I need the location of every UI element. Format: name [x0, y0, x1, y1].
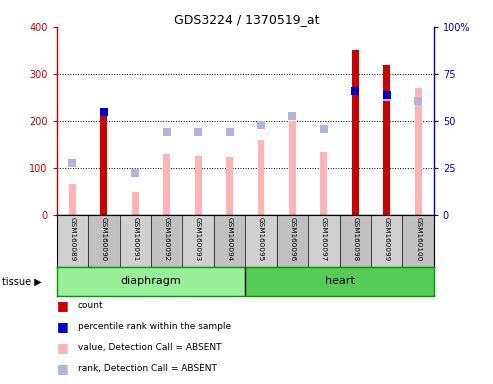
Text: GSM160094: GSM160094	[227, 217, 233, 262]
Text: GSM160091: GSM160091	[132, 217, 138, 262]
Bar	[101, 116, 107, 215]
Text: GSM160100: GSM160100	[415, 217, 421, 262]
Bar	[340, 215, 371, 267]
Text: rank, Detection Call = ABSENT: rank, Detection Call = ABSENT	[78, 364, 217, 373]
Text: GSM160096: GSM160096	[289, 217, 295, 262]
Bar	[371, 215, 402, 267]
Text: ■: ■	[57, 299, 69, 312]
Bar	[402, 215, 434, 267]
Text: GSM160097: GSM160097	[321, 217, 327, 262]
Bar	[119, 215, 151, 267]
Bar	[69, 184, 76, 215]
Point	[131, 170, 139, 176]
Point	[414, 98, 422, 104]
Bar	[277, 215, 308, 267]
Bar	[214, 215, 246, 267]
Text: diaphragm: diaphragm	[121, 276, 181, 286]
Bar	[151, 215, 182, 267]
Point	[257, 122, 265, 128]
Text: GSM160095: GSM160095	[258, 217, 264, 262]
Bar	[320, 152, 327, 215]
Point	[163, 129, 171, 135]
Point	[383, 94, 390, 101]
Bar	[352, 50, 359, 215]
Bar	[352, 95, 359, 215]
Text: GSM160089: GSM160089	[70, 217, 75, 262]
Text: ■: ■	[57, 341, 69, 354]
Text: percentile rank within the sample: percentile rank within the sample	[78, 322, 231, 331]
Point	[69, 160, 76, 166]
Point	[288, 113, 296, 119]
Bar	[289, 121, 296, 215]
Text: ■: ■	[57, 362, 69, 375]
Bar	[182, 215, 214, 267]
Bar	[383, 65, 390, 215]
Point	[100, 109, 108, 116]
Bar	[415, 88, 422, 215]
Bar	[57, 215, 88, 267]
Text: GSM160093: GSM160093	[195, 217, 201, 262]
Bar	[245, 267, 434, 296]
Text: GSM160092: GSM160092	[164, 217, 170, 262]
Bar	[245, 215, 277, 267]
Bar	[308, 215, 340, 267]
Text: heart: heart	[324, 276, 354, 286]
Bar	[163, 154, 170, 215]
Text: tissue ▶: tissue ▶	[2, 276, 42, 286]
Text: ■: ■	[57, 320, 69, 333]
Bar	[88, 215, 119, 267]
Point	[352, 88, 359, 94]
Point	[194, 129, 202, 135]
Bar	[132, 192, 139, 215]
Text: GSM160098: GSM160098	[352, 217, 358, 262]
Bar	[257, 140, 264, 215]
Text: GDS3224 / 1370519_at: GDS3224 / 1370519_at	[174, 13, 319, 26]
Text: value, Detection Call = ABSENT: value, Detection Call = ABSENT	[78, 343, 221, 352]
Point	[226, 129, 234, 135]
Text: count: count	[78, 301, 104, 310]
Bar	[195, 156, 202, 215]
Text: GSM160090: GSM160090	[101, 217, 107, 262]
Point	[320, 126, 328, 132]
Bar	[57, 267, 245, 296]
Bar	[226, 157, 233, 215]
Text: GSM160099: GSM160099	[384, 217, 389, 262]
Point	[383, 92, 390, 98]
